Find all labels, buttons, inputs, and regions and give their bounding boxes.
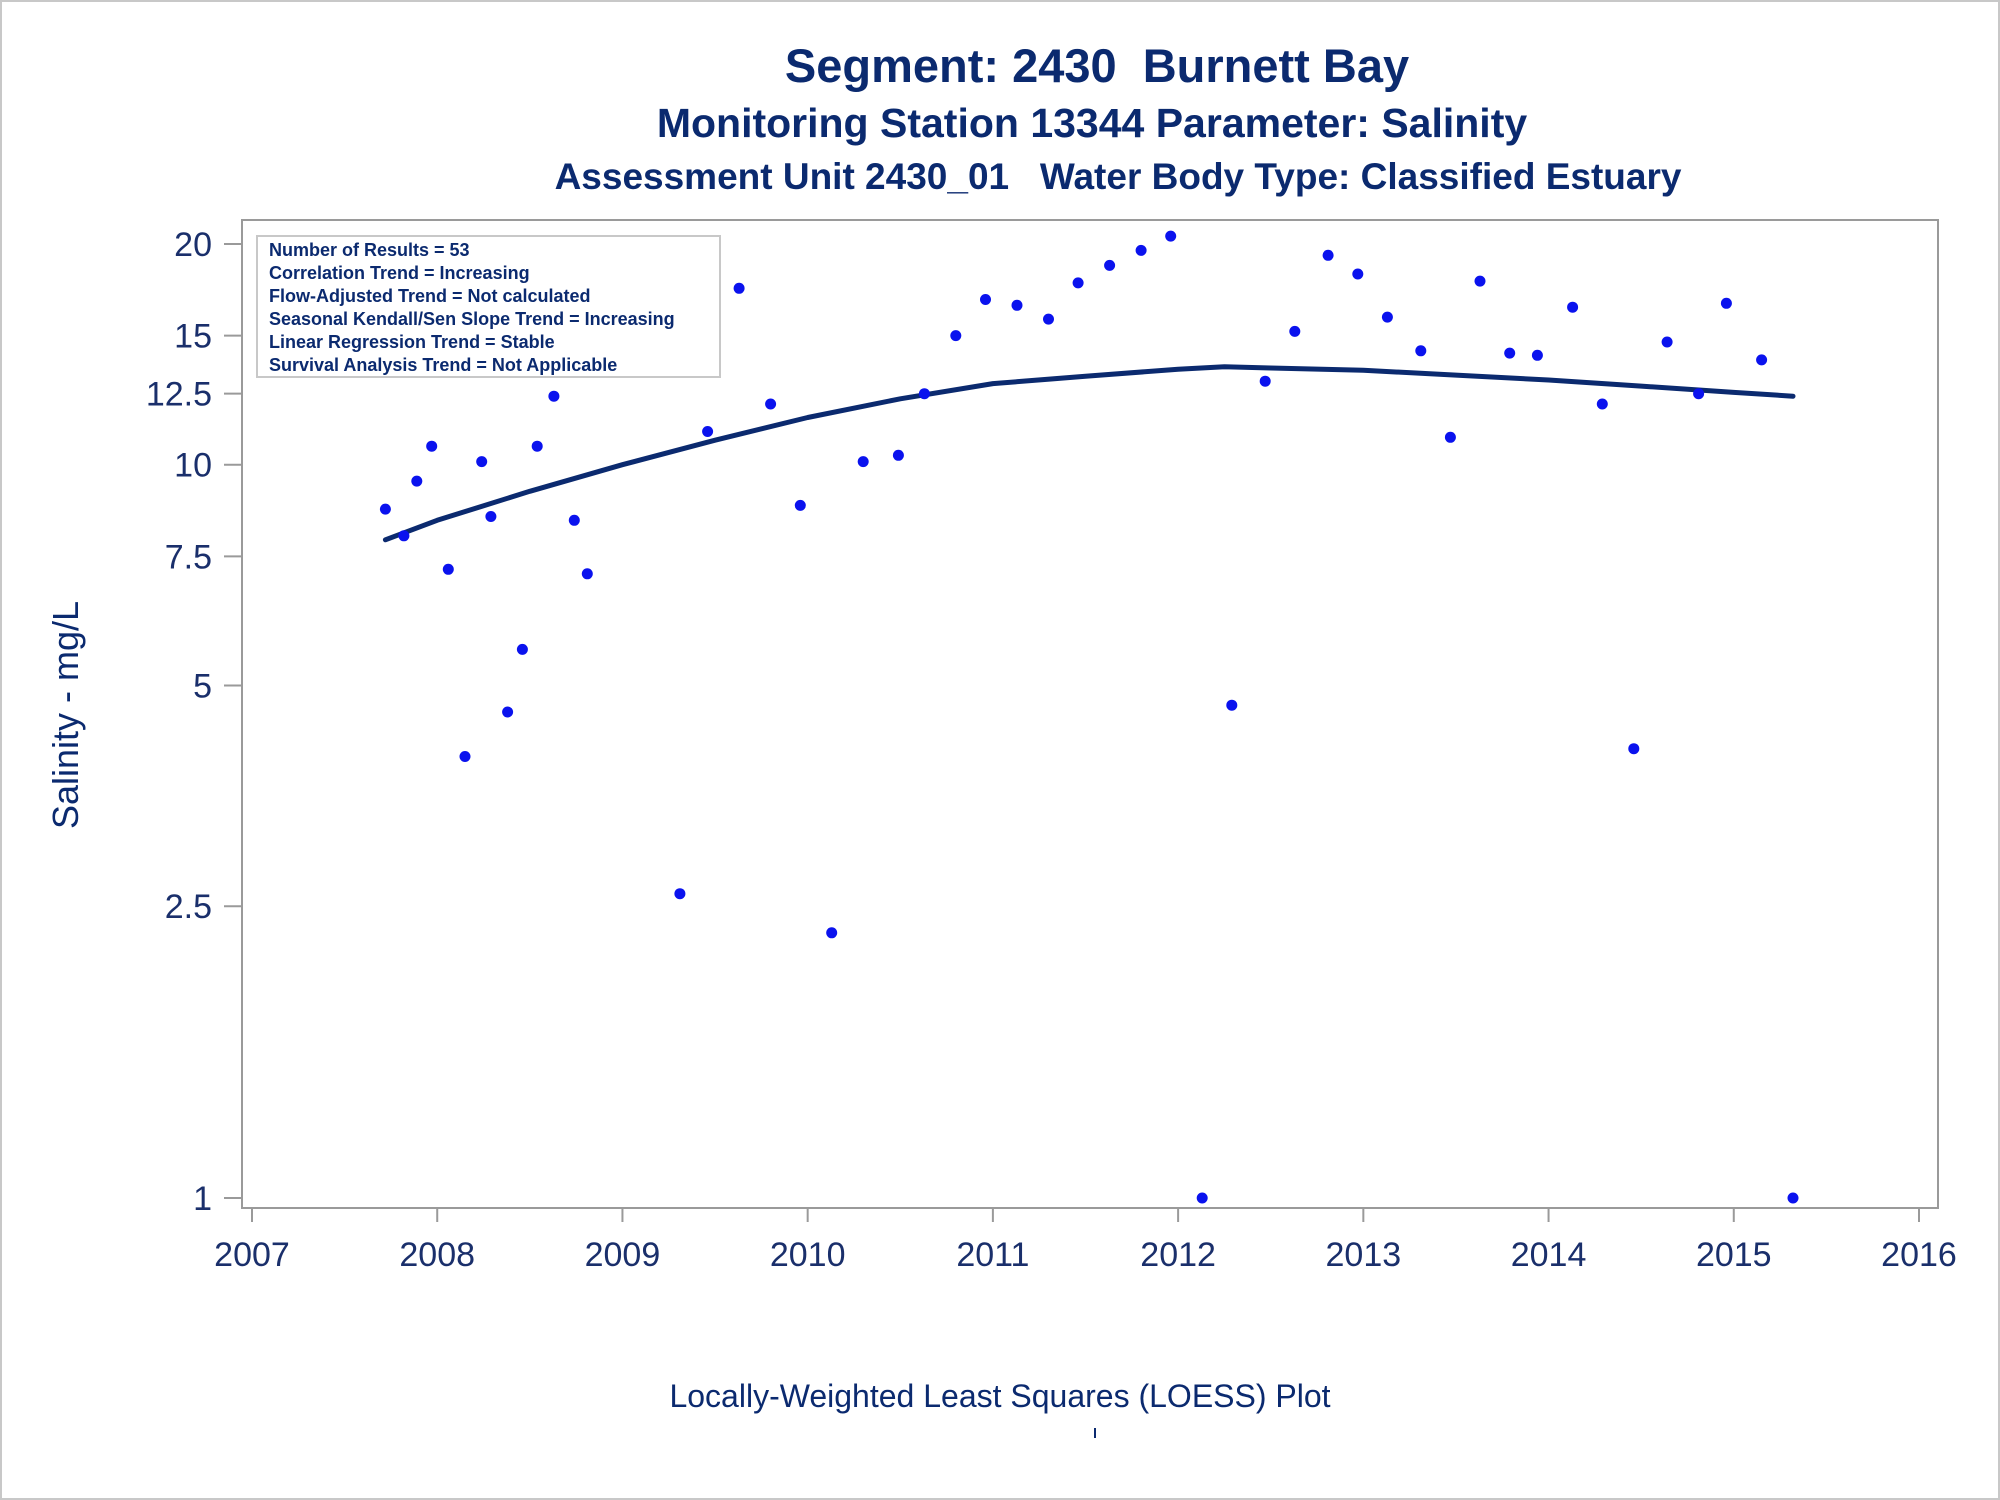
x-tick-label: 2013 xyxy=(1326,1236,1402,1274)
data-point xyxy=(459,751,471,762)
data-point xyxy=(1226,699,1238,711)
data-point xyxy=(1322,249,1334,261)
data-point xyxy=(826,927,838,939)
data-point xyxy=(1720,297,1732,309)
x-tick-label: 2014 xyxy=(1511,1236,1587,1274)
x-tick-label: 2007 xyxy=(214,1236,290,1274)
data-point xyxy=(1196,1192,1208,1204)
data-point xyxy=(950,330,962,342)
data-point xyxy=(794,499,806,511)
loess-curve xyxy=(382,364,1796,543)
data-point xyxy=(1504,347,1516,359)
data-point xyxy=(1474,275,1486,287)
data-point xyxy=(442,563,454,575)
data-point xyxy=(426,440,438,452)
plot-frame xyxy=(241,219,1939,1209)
data-point xyxy=(857,456,869,468)
data-point xyxy=(485,511,497,522)
stats-line: Flow-Adjusted Trend = Not calculated xyxy=(269,286,591,306)
x-axis: 2007 2008 2009 2010 2011 2012 2013 2014 2015 2016 xyxy=(214,1208,1957,1274)
data-point xyxy=(1693,388,1705,400)
data-point xyxy=(702,426,714,437)
data-point xyxy=(502,706,514,718)
data-point xyxy=(548,390,560,402)
data-point xyxy=(1531,349,1543,361)
data-point xyxy=(733,282,745,294)
data-point xyxy=(892,449,904,461)
stats-line: Number of Results = 53 xyxy=(269,240,470,260)
data-point xyxy=(1289,325,1301,337)
data-point xyxy=(379,503,391,515)
data-point xyxy=(1444,431,1456,443)
loess-layer xyxy=(382,364,1796,543)
data-point xyxy=(476,456,488,468)
footnote-mark xyxy=(1094,1428,1096,1438)
x-tick-label: 2012 xyxy=(1140,1236,1216,1274)
data-point xyxy=(918,388,930,400)
data-point xyxy=(1165,230,1177,242)
y-tick-label: 5 xyxy=(193,667,212,705)
stats-box-frame xyxy=(256,235,721,378)
data-point xyxy=(516,643,528,655)
x-tick-label: 2009 xyxy=(585,1236,661,1274)
data-point xyxy=(1135,244,1147,256)
y-tick-label: 12.5 xyxy=(146,376,212,414)
points-layer xyxy=(379,230,1799,1204)
stats-line: Survival Analysis Trend = Not Applicable xyxy=(269,355,617,375)
y-tick-label: 1 xyxy=(193,1180,212,1218)
data-point xyxy=(1415,345,1427,357)
stats-line: Correlation Trend = Increasing xyxy=(269,263,530,283)
chart-subtitle: Monitoring Station 13344 Parameter: Sali… xyxy=(656,100,1528,146)
data-point xyxy=(1104,259,1116,271)
y-axis-label: Salinity - mg/L xyxy=(45,601,86,829)
y-tick-label: 7.5 xyxy=(165,538,212,576)
x-tick-label: 2016 xyxy=(1881,1236,1957,1274)
x-tick-label: 2015 xyxy=(1696,1236,1772,1274)
y-tick-label: 2.5 xyxy=(165,888,212,926)
x-tick-label: 2008 xyxy=(399,1236,475,1274)
footnote: Locally-Weighted Least Squares (LOESS) P… xyxy=(669,1378,1331,1414)
data-point xyxy=(1628,743,1640,755)
data-point xyxy=(531,440,543,452)
data-point xyxy=(1259,375,1271,387)
data-point xyxy=(674,888,686,900)
data-point xyxy=(1787,1192,1799,1204)
stats-box: Number of Results = 53 Correlation Trend … xyxy=(256,235,721,378)
y-tick-label: 10 xyxy=(174,447,212,485)
data-point xyxy=(398,530,410,542)
y-tick-label: 20 xyxy=(174,226,212,264)
data-point xyxy=(1072,277,1084,289)
data-point xyxy=(411,475,423,487)
x-tick-label: 2010 xyxy=(770,1236,846,1274)
stats-line: Seasonal Kendall/Sen Slope Trend = Incre… xyxy=(269,309,675,329)
data-point xyxy=(765,398,777,410)
data-point xyxy=(1011,299,1023,311)
data-point xyxy=(980,294,991,305)
x-tick-label: 2011 xyxy=(956,1236,1029,1274)
stats-line: Linear Regression Trend = Stable xyxy=(269,332,555,352)
y-tick-label: 15 xyxy=(174,318,212,356)
data-point xyxy=(568,514,580,526)
data-point xyxy=(1756,354,1768,366)
data-point xyxy=(1567,301,1579,313)
data-point xyxy=(1043,313,1054,325)
data-point xyxy=(1352,268,1364,280)
data-point xyxy=(1596,398,1608,410)
chart-title: Segment: 2430 Burnett Bay xyxy=(784,39,1410,92)
chart-subtitle-secondary: Assessment Unit 2430_01 Water Body Type:… xyxy=(554,156,1682,197)
data-point xyxy=(581,568,593,580)
data-point xyxy=(1661,336,1673,348)
data-point xyxy=(1381,311,1393,323)
